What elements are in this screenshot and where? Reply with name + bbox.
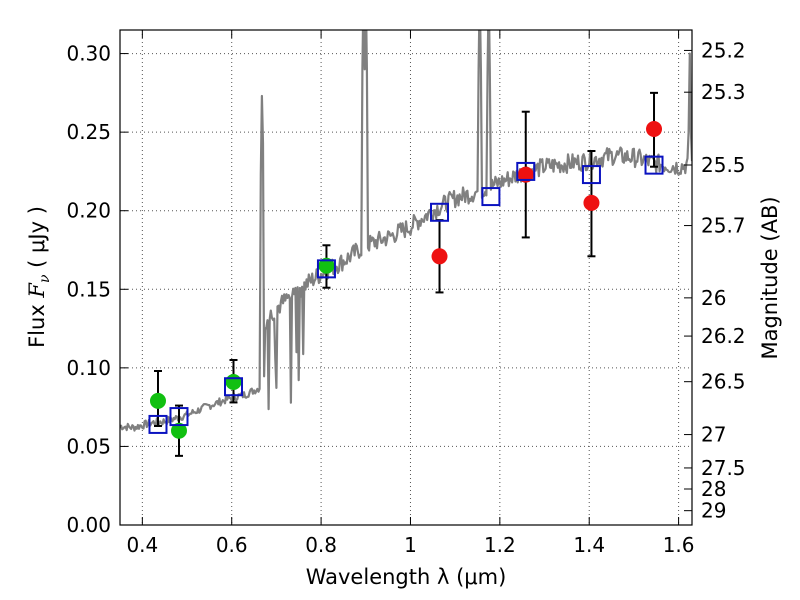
model-square — [481, 187, 501, 207]
mag-tick-label: 25.7 — [701, 214, 746, 238]
y-right-axis-title: Magnitude (AB) — [758, 196, 782, 359]
y-tick-label: 0.05 — [66, 434, 111, 458]
x-tick-label: 0.6 — [216, 533, 248, 557]
data-point-red — [431, 248, 448, 265]
mag-tick-label: 25.3 — [701, 80, 746, 104]
x-tick-label: 1.6 — [663, 533, 695, 557]
model-square — [581, 165, 601, 185]
x-tick-label: 1.4 — [573, 533, 605, 557]
spectrum-line — [120, 30, 692, 432]
model-square — [644, 155, 664, 175]
mag-tick-label: 26 — [701, 286, 726, 310]
model-square — [516, 161, 536, 181]
mag-tick-label: 25.2 — [701, 38, 746, 62]
data-point-red — [517, 166, 534, 183]
model-square — [224, 377, 244, 397]
y-tick-label: 0.30 — [66, 42, 111, 66]
data-point-green — [149, 392, 166, 409]
plot-data — [120, 30, 692, 457]
y-tick-label: 0.00 — [66, 513, 111, 537]
axes-frame — [119, 29, 693, 526]
x-tick-label: 1.2 — [484, 533, 516, 557]
y-tick-label: 0.25 — [66, 120, 111, 144]
data-point-red — [583, 194, 600, 211]
x-tick-label: 0.4 — [126, 533, 158, 557]
x-tick-label: 0.8 — [305, 533, 337, 557]
grid — [120, 30, 692, 526]
data-point-green — [170, 422, 187, 439]
mag-tick-label: 26.2 — [701, 324, 746, 348]
model-square — [148, 414, 168, 434]
y-tick-label: 0.15 — [66, 277, 111, 301]
data-point-green — [318, 257, 335, 274]
model-square — [316, 259, 336, 279]
mag-tick-label: 27 — [701, 423, 726, 447]
x-tick-label: 1 — [404, 533, 417, 557]
y-tick-label: 0.10 — [66, 356, 111, 380]
model-square — [430, 202, 450, 222]
y-tick-label: 0.20 — [66, 199, 111, 223]
mag-tick-label: 25.5 — [701, 153, 746, 177]
model-square — [169, 407, 189, 427]
axes: 0.4 0.6 0.8 1 1.2 1.4 1.6 0.00 0.05 0.10 0.15 0.20 0… — [66, 29, 746, 557]
mag-tick-label: 29 — [701, 499, 726, 523]
data-point-green — [225, 374, 242, 390]
x-axis-title: Wavelength λ (μm) — [306, 565, 507, 589]
y-axis-title: Flux Fν ( μJy ) — [25, 206, 53, 348]
data-point-red — [646, 121, 663, 137]
mag-tick-label: 27.5 — [701, 456, 746, 480]
mag-tick-label: 26.5 — [701, 370, 746, 394]
mag-tick-label: 28 — [701, 477, 726, 501]
